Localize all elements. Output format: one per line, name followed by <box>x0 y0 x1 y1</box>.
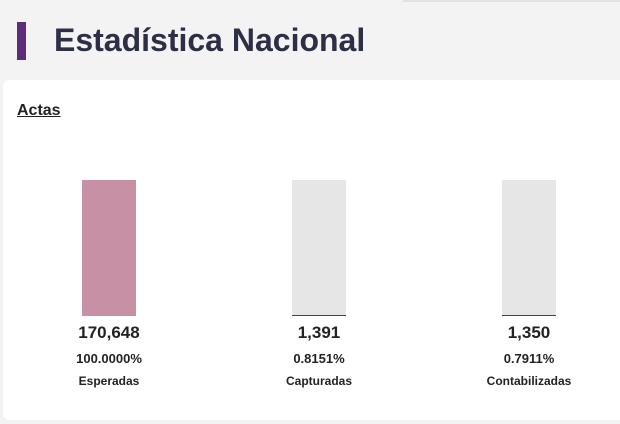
section-title-actas[interactable]: Actas <box>17 102 61 119</box>
bar-track <box>292 180 346 316</box>
bar-fill-contabilizadas <box>502 314 556 316</box>
bar-track <box>82 180 136 316</box>
top-edge-strip <box>403 0 620 2</box>
stat-esperadas: 170,648 100.0000% Esperadas <box>29 180 189 400</box>
page-header: Estadística Nacional <box>0 0 620 80</box>
stat-percent: 0.7911% <box>503 351 555 366</box>
stat-label: Esperadas <box>78 374 140 388</box>
stat-percent: 100.0000% <box>76 351 142 366</box>
stat-value: 1,391 <box>297 323 341 342</box>
stat-value: 1,350 <box>507 323 551 342</box>
stat-capturadas: 1,391 0.8151% Capturadas <box>239 180 399 400</box>
bar-track <box>502 180 556 316</box>
title-accent-bar <box>17 22 26 60</box>
stat-percent: 0.8151% <box>293 351 345 366</box>
stat-label: Contabilizadas <box>486 374 572 388</box>
bar-fill-esperadas <box>82 180 136 316</box>
stat-contabilizadas: 1,350 0.7911% Contabilizadas <box>449 180 609 400</box>
stat-value: 170,648 <box>78 323 140 342</box>
actas-card: Actas 170,648 100.0000% Esperadas 1,391 … <box>3 80 620 420</box>
page-title: Estadística Nacional <box>54 22 366 58</box>
bar-fill-capturadas <box>292 314 346 316</box>
stat-label: Capturadas <box>285 374 353 388</box>
